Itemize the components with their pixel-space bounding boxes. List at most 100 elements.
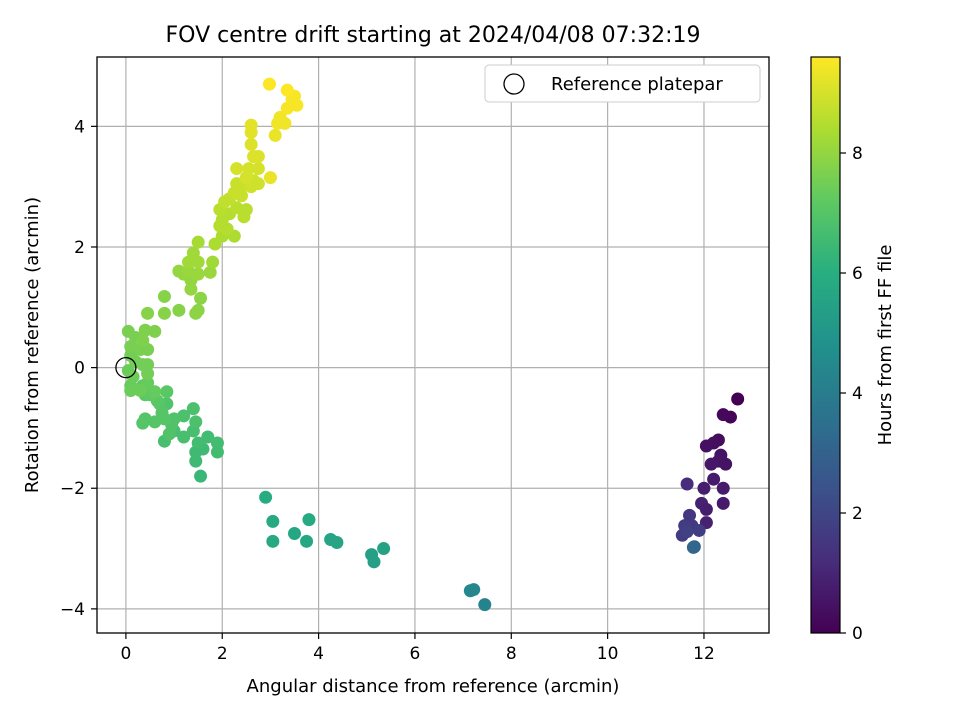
x-tick-label: 12 [693, 644, 715, 664]
colorbar: 0 2 4 6 8 Hours from first FF file [810, 56, 896, 644]
data-point [262, 77, 276, 91]
data-point [244, 137, 258, 151]
data-point [203, 265, 217, 279]
data-point [716, 481, 730, 495]
data-point [263, 171, 277, 185]
data-point [191, 303, 205, 317]
data-point [148, 385, 162, 399]
y-tick-label: 4 [74, 117, 85, 137]
data-point [278, 116, 292, 130]
chart-title: FOV centre drift starting at 2024/04/08 … [166, 23, 701, 48]
data-point [186, 246, 200, 260]
data-point [697, 481, 711, 495]
data-point [716, 408, 730, 422]
data-point [377, 542, 391, 556]
data-point [251, 162, 265, 176]
data-point [191, 267, 205, 281]
data-point [707, 472, 721, 486]
reference-point [115, 356, 137, 379]
data-point [235, 189, 249, 203]
data-point [162, 427, 176, 441]
colorbar-tick-label: 8 [852, 144, 863, 164]
colorbar-ticks: 0 2 4 6 8 [840, 144, 863, 644]
plot-frame [96, 56, 770, 634]
data-point [230, 162, 244, 176]
data-point [121, 364, 135, 378]
colorbar-label: Hours from first FF file [875, 245, 896, 446]
data-point [280, 83, 294, 97]
data-point [191, 235, 205, 249]
data-point [330, 536, 344, 550]
data-point [206, 255, 220, 269]
data-point [172, 303, 186, 317]
data-point [157, 289, 171, 303]
x-tick-label: 10 [597, 644, 619, 664]
data-point [194, 291, 208, 305]
data-point [259, 490, 273, 504]
y-axis-label: Rotation from reference (arcmin) [22, 197, 43, 493]
data-point [268, 128, 282, 142]
data-point [719, 457, 733, 471]
data-point [189, 415, 203, 429]
data-points [121, 77, 745, 612]
data-point [692, 523, 706, 537]
x-tick-label: 4 [313, 644, 324, 664]
legend-marker-icon [503, 73, 525, 95]
data-point [680, 477, 694, 491]
colorbar-gradient [810, 56, 841, 634]
legend-box [484, 64, 761, 103]
data-point [177, 430, 191, 444]
data-point [686, 540, 700, 554]
data-point [704, 457, 718, 471]
reference-marker [115, 356, 137, 379]
data-point [467, 583, 481, 597]
data-point [121, 324, 135, 338]
data-point [300, 534, 314, 548]
data-point [244, 118, 258, 132]
data-point [242, 162, 256, 176]
data-point [210, 436, 224, 450]
data-point [716, 496, 730, 510]
data-point [201, 430, 215, 444]
colorbar-tick-label: 4 [852, 384, 863, 404]
data-point [367, 555, 381, 569]
y-tick-label: 2 [74, 238, 85, 258]
data-point [251, 150, 265, 164]
colorbar-tick-label: 0 [852, 624, 863, 644]
data-point [133, 384, 147, 398]
data-point [302, 513, 316, 527]
data-point [266, 534, 280, 548]
data-point [186, 402, 200, 416]
data-point [136, 333, 150, 347]
data-point [160, 385, 174, 399]
legend: Reference platepar [484, 64, 761, 103]
data-point [191, 436, 205, 450]
data-point [683, 508, 697, 522]
grid-lines [97, 57, 769, 633]
colorbar-tick-label: 6 [852, 264, 863, 284]
data-point [699, 502, 713, 516]
y-tick-label: −4 [60, 600, 85, 620]
data-point [148, 324, 162, 338]
data-point [288, 526, 302, 540]
data-point [184, 282, 198, 296]
data-point [157, 412, 171, 426]
data-point [266, 514, 280, 528]
data-point [141, 306, 155, 320]
data-point [731, 392, 745, 406]
y-tick-label: −2 [60, 479, 85, 499]
data-point [157, 306, 171, 320]
y-axis-ticks: −4 −2 0 2 4 [60, 117, 97, 620]
x-axis-ticks: 0 2 4 6 8 10 12 [120, 633, 715, 664]
data-point [124, 349, 138, 363]
x-tick-label: 2 [217, 644, 228, 664]
y-tick-label: 0 [74, 359, 85, 379]
data-point [478, 598, 492, 612]
data-point [189, 454, 203, 468]
x-tick-label: 0 [120, 644, 131, 664]
legend-entry: Reference platepar [551, 74, 723, 95]
x-tick-label: 6 [410, 644, 421, 664]
data-point [251, 177, 265, 191]
